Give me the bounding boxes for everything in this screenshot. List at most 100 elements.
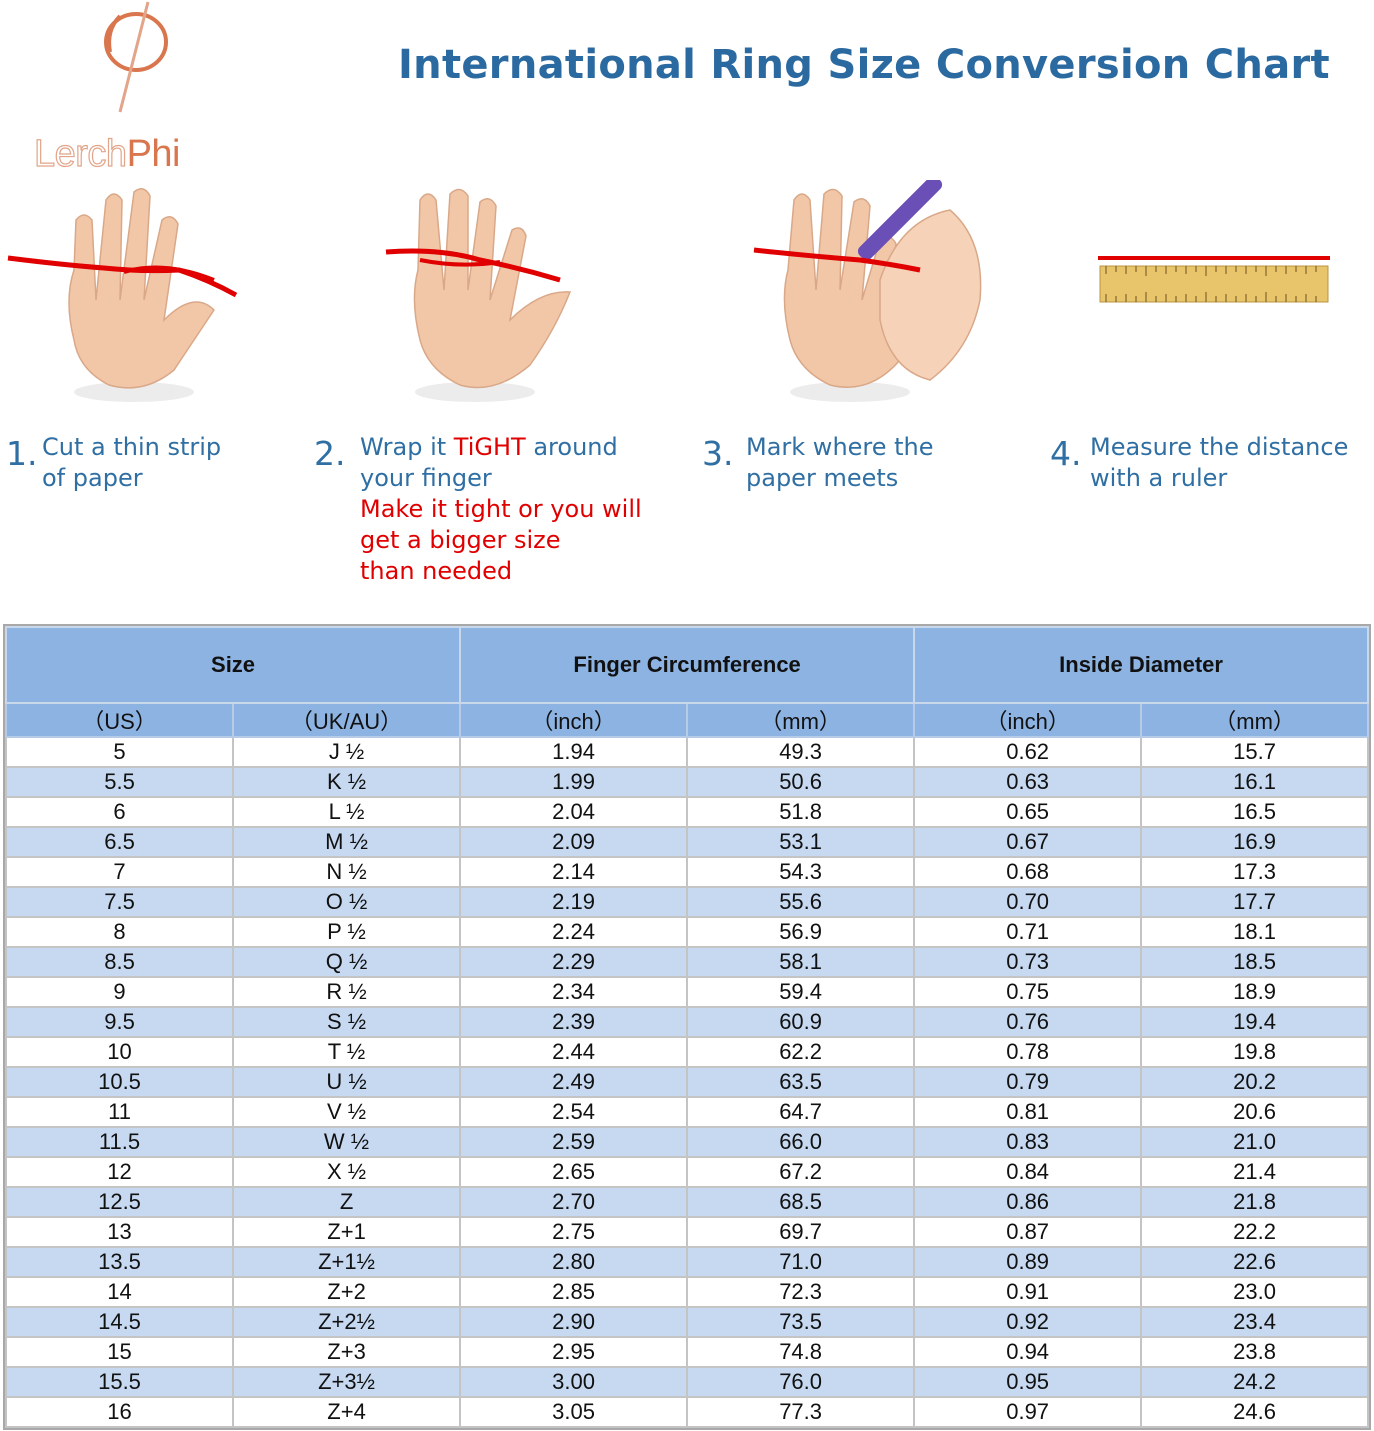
cell-circumference-mm: 66.0 (686, 1126, 916, 1158)
cell-diameter-inch: 0.79 (913, 1066, 1143, 1098)
cell-diameter-inch: 0.91 (913, 1276, 1143, 1308)
cell-circumference-mm: 50.6 (686, 766, 916, 798)
table-row: 5.5 K ½ 1.99 50.6 0.63 16.1 (4, 766, 1369, 798)
step-4-text: Measure the distance with a ruler (1090, 432, 1348, 494)
step-4-line-1: Measure the distance (1090, 433, 1349, 461)
cell-diameter-mm: 23.8 (1140, 1336, 1369, 1368)
cell-circumference-inch: 2.04 (459, 796, 689, 828)
step-2: 2. Wrap it TiGHT around your finger Make… (314, 430, 674, 590)
cell-uk-au-size: L ½ (232, 796, 462, 828)
cell-uk-au-size: Q ½ (232, 946, 462, 978)
cell-circumference-mm: 74.8 (686, 1336, 916, 1368)
table-row: 15 Z+3 2.95 74.8 0.94 23.8 (4, 1336, 1369, 1368)
cell-uk-au-size: J ½ (232, 736, 462, 768)
hand-wrapped-string-illustration (380, 180, 590, 405)
cell-uk-au-size: R ½ (232, 976, 462, 1008)
cell-diameter-inch: 0.70 (913, 886, 1143, 918)
cell-uk-au-size: P ½ (232, 916, 462, 948)
step-2-text: Wrap it TiGHT around your finger Make it… (360, 432, 642, 587)
step-1-line-2: of paper (42, 464, 143, 492)
cell-circumference-mm: 71.0 (686, 1246, 916, 1278)
step-2-number: 2. (314, 434, 346, 473)
cell-us-size: 5.5 (4, 766, 235, 798)
cell-diameter-inch: 0.71 (913, 916, 1143, 948)
cell-diameter-mm: 18.5 (1140, 946, 1369, 978)
step-4: 4. Measure the distance with a ruler (1050, 430, 1370, 500)
step-3-number: 3. (702, 434, 734, 473)
cell-diameter-inch: 0.67 (913, 826, 1143, 858)
cell-diameter-mm: 16.5 (1140, 796, 1369, 828)
table-row: 13.5 Z+1½ 2.80 71.0 0.89 22.6 (4, 1246, 1369, 1278)
table-row: 10.5 U ½ 2.49 63.5 0.79 20.2 (4, 1066, 1369, 1098)
step-2-line-1-pre: Wrap it (360, 433, 454, 461)
cell-us-size: 12.5 (4, 1186, 235, 1218)
brand-name: LerchPhi (33, 132, 180, 176)
cell-us-size: 9 (4, 976, 235, 1008)
table-row: 7.5 O ½ 2.19 55.6 0.70 17.7 (4, 886, 1369, 918)
cell-diameter-mm: 16.9 (1140, 826, 1369, 858)
cell-uk-au-size: X ½ (232, 1156, 462, 1188)
step-1-text: Cut a thin strip of paper (42, 432, 221, 494)
hand-with-string-illustration (4, 180, 244, 405)
cell-circumference-inch: 2.34 (459, 976, 689, 1008)
cell-diameter-mm: 15.7 (1140, 736, 1369, 768)
hand-marking-pen-illustration (750, 180, 990, 405)
cell-diameter-mm: 17.3 (1140, 856, 1369, 888)
cell-circumference-inch: 2.85 (459, 1276, 689, 1308)
cell-us-size: 7 (4, 856, 235, 888)
cell-circumference-inch: 2.95 (459, 1336, 689, 1368)
cell-circumference-mm: 56.9 (686, 916, 916, 948)
header-inside-diameter: Inside Diameter (913, 626, 1369, 704)
ruler-with-string-illustration (1096, 250, 1332, 306)
table-row: 14 Z+2 2.85 72.3 0.91 23.0 (4, 1276, 1369, 1308)
cell-uk-au-size: U ½ (232, 1066, 462, 1098)
step-4-line-2: with a ruler (1090, 464, 1228, 492)
cell-us-size: 10.5 (4, 1066, 235, 1098)
cell-uk-au-size: T ½ (232, 1036, 462, 1068)
cell-circumference-inch: 2.75 (459, 1216, 689, 1248)
cell-diameter-mm: 23.0 (1140, 1276, 1369, 1308)
unit-circumference-mm: （mm） (686, 702, 916, 738)
cell-uk-au-size: V ½ (232, 1096, 462, 1128)
cell-uk-au-size: O ½ (232, 886, 462, 918)
cell-uk-au-size: Z+3 (232, 1336, 462, 1368)
cell-us-size: 15.5 (4, 1366, 235, 1398)
step-2-line-1: Wrap it TiGHT around (360, 432, 642, 463)
step-2-warning-3: than needed (360, 557, 513, 585)
step-1: 1. Cut a thin strip of paper (6, 430, 266, 500)
cell-uk-au-size: N ½ (232, 856, 462, 888)
table-row: 11.5 W ½ 2.59 66.0 0.83 21.0 (4, 1126, 1369, 1158)
cell-us-size: 9.5 (4, 1006, 235, 1038)
cell-diameter-mm: 18.9 (1140, 976, 1369, 1008)
page-title: International Ring Size Conversion Chart (398, 42, 1330, 88)
cell-uk-au-size: W ½ (232, 1126, 462, 1158)
cell-us-size: 6 (4, 796, 235, 828)
cell-diameter-mm: 19.8 (1140, 1036, 1369, 1068)
cell-circumference-mm: 63.5 (686, 1066, 916, 1098)
cell-circumference-mm: 58.1 (686, 946, 916, 978)
cell-circumference-mm: 60.9 (686, 1006, 916, 1038)
cell-diameter-inch: 0.65 (913, 796, 1143, 828)
cell-us-size: 11.5 (4, 1126, 235, 1158)
cell-diameter-inch: 0.84 (913, 1156, 1143, 1188)
table-row: 13 Z+1 2.75 69.7 0.87 22.2 (4, 1216, 1369, 1248)
unit-uk-au: （UK/AU） (232, 702, 462, 738)
unit-circumference-inch: （inch） (459, 702, 689, 738)
cell-circumference-inch: 2.24 (459, 916, 689, 948)
cell-diameter-inch: 0.76 (913, 1006, 1143, 1038)
table-row: 16 Z+4 3.05 77.3 0.97 24.6 (4, 1396, 1369, 1428)
cell-diameter-inch: 0.63 (913, 766, 1143, 798)
cell-diameter-mm: 17.7 (1140, 886, 1369, 918)
cell-circumference-inch: 2.29 (459, 946, 689, 978)
cell-diameter-inch: 0.87 (913, 1216, 1143, 1248)
table-row: 6.5 M ½ 2.09 53.1 0.67 16.9 (4, 826, 1369, 858)
cell-diameter-mm: 18.1 (1140, 916, 1369, 948)
cell-diameter-inch: 0.95 (913, 1366, 1143, 1398)
cell-diameter-inch: 0.62 (913, 736, 1143, 768)
cell-diameter-mm: 24.6 (1140, 1396, 1369, 1428)
cell-circumference-mm: 59.4 (686, 976, 916, 1008)
cell-circumference-mm: 54.3 (686, 856, 916, 888)
